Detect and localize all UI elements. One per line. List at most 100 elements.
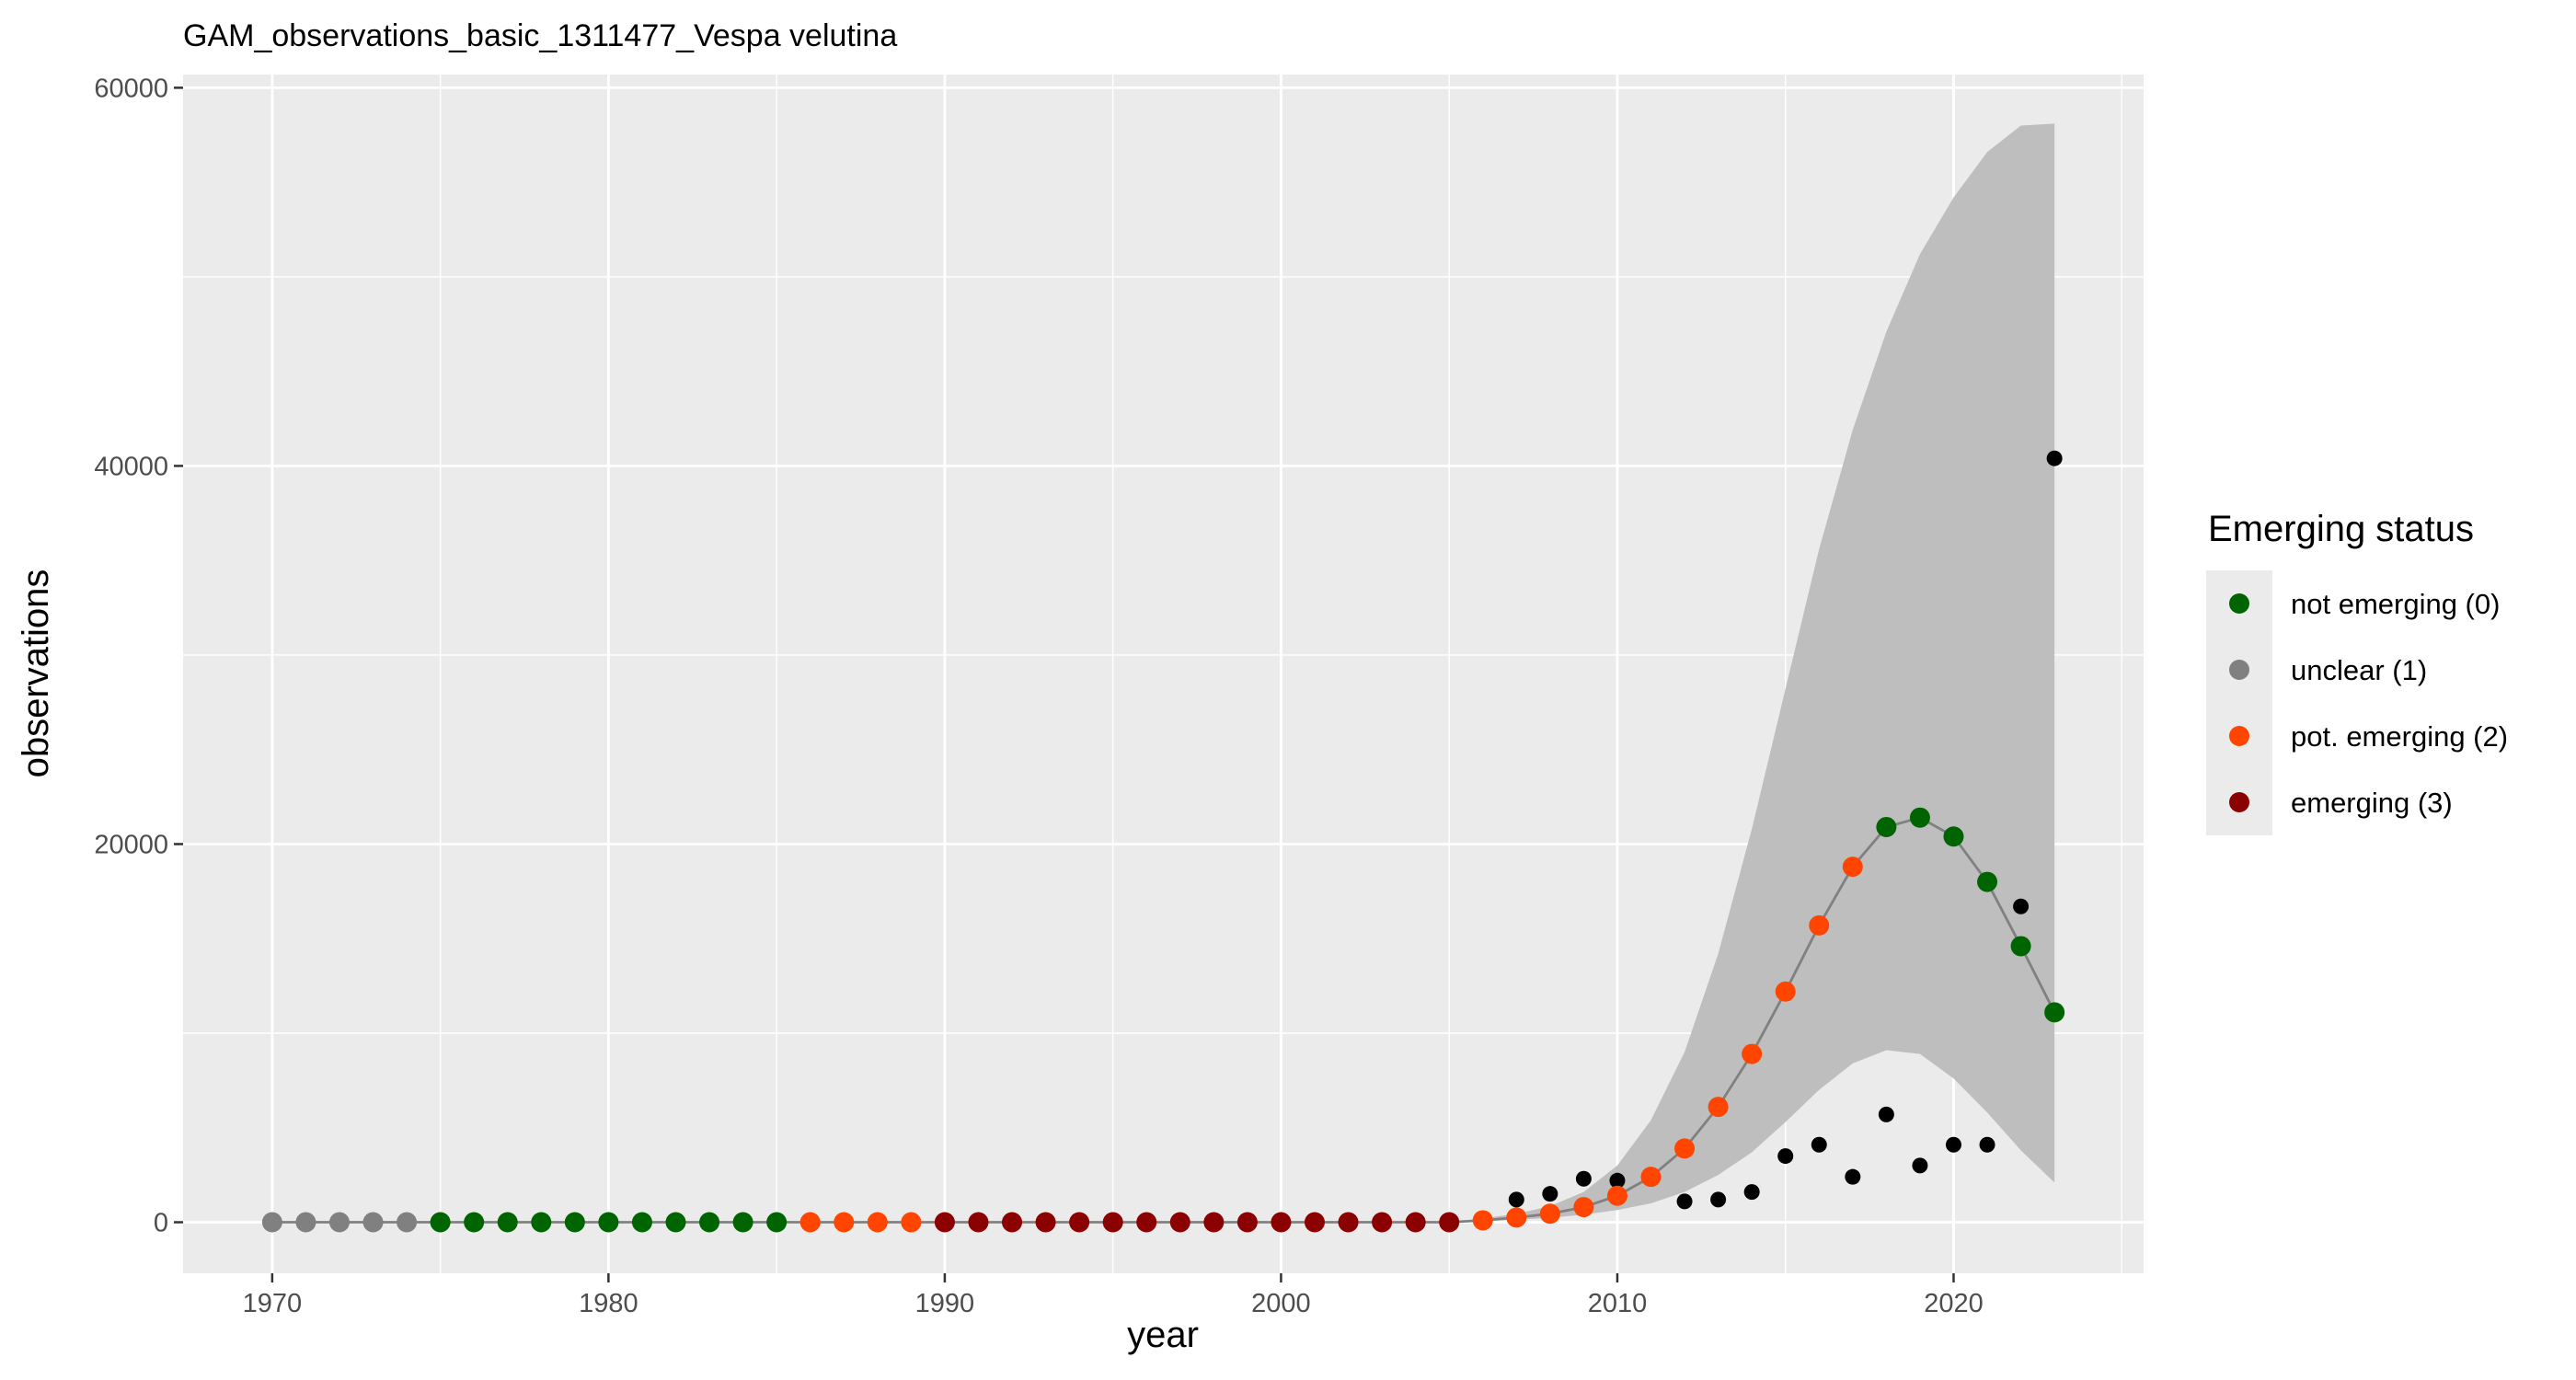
observed-point [1609, 1172, 1626, 1189]
fitted-point [1203, 1212, 1225, 1233]
fitted-point [564, 1212, 585, 1233]
fitted-point [934, 1212, 955, 1233]
fitted-point [1405, 1212, 1426, 1233]
fitted-point [1372, 1212, 1393, 1233]
fitted-point [2010, 936, 2031, 957]
fitted-point [1338, 1212, 1359, 1233]
fitted-point [1506, 1207, 1527, 1228]
x-tick-label: 2010 [1588, 1289, 1648, 1318]
observed-point [1542, 1186, 1558, 1202]
legend-title: Emerging status [2208, 509, 2474, 549]
fitted-point [968, 1212, 989, 1233]
fitted-point [1977, 871, 1998, 892]
observed-point [1878, 1106, 1894, 1122]
observed-point [1575, 1170, 1592, 1187]
fitted-point [1136, 1212, 1157, 1233]
chart-title: GAM_observations_basic_1311477_Vespa vel… [183, 18, 897, 53]
legend-label: unclear (1) [2291, 654, 2427, 686]
fitted-point [464, 1212, 485, 1233]
x-tick-label: 2000 [1251, 1289, 1311, 1318]
x-axis-label: year [1127, 1315, 1199, 1355]
legend-key [2229, 593, 2249, 614]
fitted-point [1573, 1197, 1594, 1218]
y-tick-label: 60000 [94, 74, 168, 103]
fitted-point [1002, 1212, 1023, 1233]
fitted-point [397, 1212, 418, 1233]
x-tick-label: 1980 [579, 1289, 638, 1318]
fitted-points [261, 807, 2065, 1233]
observed-point [1979, 1136, 1995, 1153]
observed-point [1676, 1193, 1693, 1210]
fitted-point [328, 1212, 350, 1233]
fitted-point [631, 1212, 652, 1233]
legend-key [2229, 726, 2249, 746]
fitted-point [295, 1212, 316, 1233]
fitted-point [1606, 1185, 1627, 1206]
legend-label: not emerging (0) [2291, 588, 2500, 620]
observed-point [1945, 1136, 1961, 1153]
y-tick-label: 40000 [94, 452, 168, 481]
fitted-point [1271, 1212, 1292, 1233]
fitted-point [665, 1212, 686, 1233]
fitted-point [1304, 1212, 1325, 1233]
fitted-point [699, 1212, 720, 1233]
observed-points [1508, 450, 2063, 1210]
fitted-point [1102, 1212, 1123, 1233]
fitted-point [1775, 981, 1796, 1002]
y-tick-label: 0 [154, 1209, 168, 1238]
observed-point [1777, 1148, 1794, 1165]
observed-point [2046, 450, 2063, 466]
observed-point [1508, 1191, 1524, 1208]
legend-label: pot. emerging (2) [2291, 720, 2508, 753]
observed-point [2013, 898, 2030, 914]
legend-key [2229, 660, 2249, 680]
fitted-point [867, 1212, 888, 1233]
fitted-point [834, 1212, 855, 1233]
fitted-point [1674, 1138, 1696, 1159]
fitted-point [531, 1212, 552, 1233]
fitted-point [430, 1212, 451, 1233]
fitted-point [1708, 1097, 1729, 1118]
legend-key-background [2206, 570, 2272, 835]
observed-point [1845, 1168, 1861, 1185]
fitted-point [1236, 1212, 1258, 1233]
x-tick-label: 2020 [1924, 1289, 1984, 1318]
fitted-point [1909, 807, 1930, 828]
fitted-point [1069, 1212, 1090, 1233]
y-tick-label: 20000 [94, 830, 168, 859]
fitted-point [1640, 1167, 1662, 1188]
fitted-point [598, 1212, 619, 1233]
x-axis: 1970 1980 1990 2000 2010 2020 [243, 1273, 1984, 1318]
observed-point [1743, 1184, 1760, 1201]
observed-point [1710, 1191, 1727, 1208]
legend: Emerging status not emerging (0) unclear … [2206, 509, 2508, 835]
fitted-point [766, 1212, 788, 1233]
fitted-point [2044, 1002, 2065, 1023]
fitted-point [1943, 826, 1964, 847]
observed-point [1912, 1157, 1928, 1174]
observed-point [1811, 1136, 1827, 1153]
fitted-point [901, 1212, 922, 1233]
fitted-point [1035, 1212, 1056, 1233]
fitted-point [362, 1212, 384, 1233]
legend-label: emerging (3) [2291, 787, 2453, 819]
legend-key [2229, 792, 2249, 812]
y-axis: 0 20000 40000 60000 [94, 74, 183, 1238]
fitted-point [799, 1212, 821, 1233]
fitted-point [1539, 1203, 1560, 1225]
fitted-point [1742, 1043, 1763, 1064]
x-tick-label: 1990 [915, 1289, 975, 1318]
fitted-point [1472, 1210, 1493, 1231]
fitted-point [1876, 816, 1897, 837]
fitted-point [1169, 1212, 1190, 1233]
x-tick-label: 1970 [243, 1289, 303, 1318]
fitted-point [1809, 914, 1830, 936]
fitted-point [1842, 857, 1863, 878]
legend-entries: not emerging (0) unclear (1) pot. emerging… [2229, 588, 2508, 819]
fitted-point [497, 1212, 518, 1233]
y-axis-label: observations [16, 569, 56, 778]
fitted-point [261, 1212, 282, 1233]
fitted-point [732, 1212, 753, 1233]
fitted-point [1439, 1212, 1460, 1233]
